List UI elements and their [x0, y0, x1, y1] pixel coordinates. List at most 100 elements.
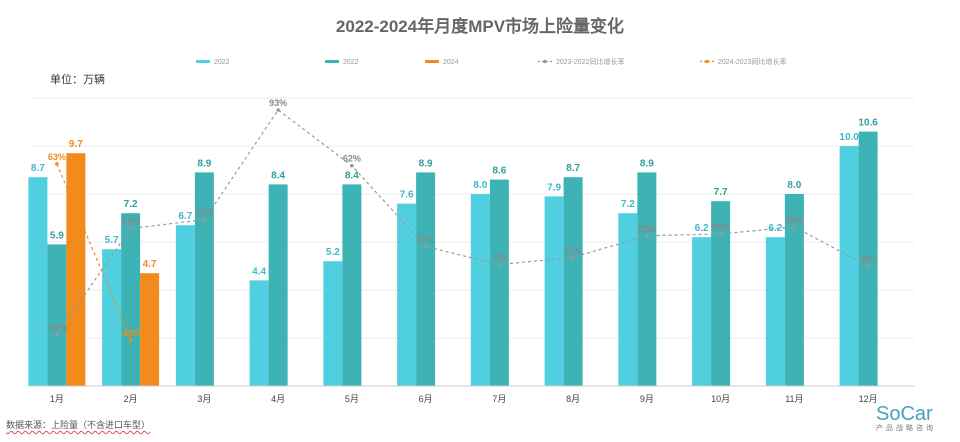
growth-point: [497, 262, 502, 267]
growth-point: [718, 232, 723, 236]
growth-label: 23%: [638, 224, 656, 234]
growth-point: [276, 108, 280, 112]
unit-label: 单位：万辆: [50, 72, 105, 86]
bar-value-label: 10.0: [839, 132, 859, 143]
bar-value-label: 8.0: [787, 180, 801, 191]
bar-2-9月: [637, 172, 657, 386]
bar-labels: 8.7 5.7 6.7 4.4 5.2 7.6 8.0 7.9 7.2 6.2 6.2 10.0 5.9…: [31, 118, 878, 278]
growth-label: 63%: [48, 152, 66, 162]
bars: [28, 131, 878, 386]
legend-swatch: [325, 60, 339, 63]
legend-label: 2022: [343, 59, 359, 66]
legend-label: 2022: [214, 59, 230, 66]
legend-item: 2022: [196, 59, 230, 66]
x-tick-label: 4月: [271, 394, 285, 404]
bar-2-2月: [121, 213, 141, 386]
legend-label: 2023-2022同比增长率: [556, 57, 624, 66]
growth-point: [202, 217, 207, 222]
growth-point: [571, 255, 575, 260]
x-tick-label: 10月: [711, 394, 730, 404]
bar-1-1月: [28, 177, 48, 386]
bar-1-11月: [765, 237, 785, 386]
x-tick-label: 3月: [197, 394, 211, 404]
growth-lines: [55, 108, 870, 342]
brand-logo: SoCar 产品战略咨询: [876, 404, 956, 434]
logo-text: SoCar: [876, 403, 933, 425]
legend-item: 2024: [425, 59, 459, 66]
bar-value-label: 8.9: [419, 158, 433, 169]
legend-label: 2024: [443, 59, 459, 66]
bar-1-2月: [102, 249, 122, 386]
bar-value-label: 7.7: [714, 187, 728, 198]
legend-label: 2024-2023同比增长率: [718, 57, 786, 66]
growth-label: 27%: [122, 217, 140, 227]
bar-1-12月: [839, 146, 859, 386]
legend-item: 2023-2022同比增长率: [538, 57, 624, 66]
bar-1-4月: [249, 280, 269, 386]
bar-value-label: 4.4: [252, 266, 266, 277]
growth-point: [792, 224, 797, 229]
growth-point: [128, 338, 133, 342]
x-tick-label: 11月: [785, 394, 803, 404]
bar-value-label: 7.6: [400, 190, 414, 201]
legend-swatch: [196, 60, 210, 63]
bar-value-label: 7.9: [547, 182, 561, 193]
legend: 2022 2022 2024 2023-2022同比增长率 2024-2023同比增长率: [196, 57, 786, 66]
bar-value-label: 7.2: [621, 199, 635, 210]
growth-point: [55, 332, 59, 337]
bar-value-label: 6.7: [178, 211, 192, 222]
bar-value-label: 5.9: [50, 230, 64, 241]
bar-1-3月: [175, 225, 195, 386]
x-tick-label: 9月: [640, 394, 654, 404]
legend-swatch: [425, 60, 439, 63]
x-axis: 1月 2月 3月 4月 5月 6月 7月 8月 9月 10月 11月 12月: [30, 385, 915, 404]
bar-value-label: 8.6: [492, 166, 506, 177]
x-tick-label: 1月: [50, 394, 64, 404]
bar-value-label: 5.2: [326, 247, 340, 258]
bar-2-5月: [342, 184, 362, 386]
x-tick-label: 5月: [345, 394, 359, 404]
bar-2-1月: [47, 244, 67, 386]
legend-item: 2024-2023同比增长率: [700, 57, 786, 66]
bar-2-11月: [784, 194, 804, 386]
bar-value-label: 7.2: [124, 199, 138, 210]
x-tick-label: 7月: [492, 394, 506, 404]
growth-label: 62%: [343, 154, 361, 164]
growth-label: -32%: [46, 323, 67, 333]
bar-value-label: 6.2: [695, 223, 709, 234]
x-tick-label: 8月: [566, 394, 580, 404]
legend-item: 2022: [325, 59, 359, 66]
bar-value-label: 8.7: [31, 163, 45, 174]
bar-2-3月: [194, 172, 214, 386]
bar-1-7月: [470, 194, 490, 386]
bar-value-label: 8.9: [640, 158, 654, 169]
bar-1-5月: [323, 261, 343, 386]
x-tick-label: 12月: [859, 394, 878, 404]
chart-title: 2022-2024年月度MPV市场上险量变化: [336, 16, 624, 36]
growth-point: [128, 226, 133, 231]
bar-value-label: 5.7: [105, 235, 119, 246]
bar-3-2月: [140, 273, 160, 386]
growth-point: [350, 163, 354, 168]
growth-point: [55, 162, 59, 166]
bar-value-label: 8.4: [271, 170, 285, 181]
bar-value-label: 4.7: [143, 259, 157, 270]
bar-1-10月: [692, 237, 712, 386]
bar-2-4月: [268, 184, 288, 386]
bar-value-label: 8.7: [566, 163, 580, 174]
growth-point: [645, 233, 649, 238]
bar-2-6月: [416, 172, 436, 386]
legend-marker: [705, 59, 709, 64]
growth-label: 93%: [269, 98, 287, 108]
bar-value-label: 6.2: [768, 223, 782, 234]
line-labels: -32% 27% 32% 93% 62% 17% 7% 11% 23% 24% 28% 6% 63% -3…: [46, 98, 874, 338]
bar-value-label: 8.0: [473, 180, 487, 191]
bar-2-8月: [563, 177, 583, 386]
growth-label: 24%: [712, 222, 730, 232]
bar-2-12月: [858, 131, 878, 386]
growth-label: 6%: [862, 254, 875, 264]
bar-1-6月: [397, 203, 417, 386]
growth-label: 28%: [785, 215, 803, 225]
bar-2-7月: [489, 179, 509, 386]
